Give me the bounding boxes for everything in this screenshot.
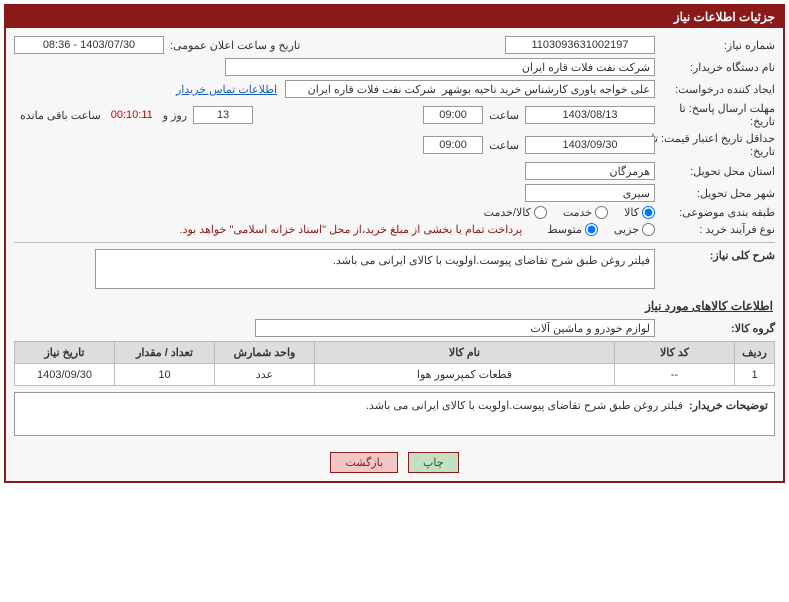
th-row: ردیف — [735, 342, 775, 364]
items-section-title: اطلاعات کالاهای مورد نیاز — [14, 293, 775, 319]
back-button[interactable]: بازگشت — [330, 452, 398, 473]
general-desc-field[interactable] — [95, 249, 655, 289]
province-field[interactable] — [525, 162, 655, 180]
main-panel: جزئیات اطلاعات نیاز شماره نیاز: تاریخ و … — [4, 4, 785, 483]
form-content: شماره نیاز: تاریخ و ساعت اعلان عمومی: نا… — [6, 28, 783, 444]
th-unit: واحد شمارش — [215, 342, 315, 364]
subject-cat-radios: کالا خدمت کالا/خدمت — [474, 206, 655, 219]
goods-group-label: گروه کالا: — [655, 322, 775, 335]
cell-row: 1 — [735, 364, 775, 386]
payment-note: پرداخت تمام یا بخشی از مبلغ خرید،از محل … — [180, 223, 538, 236]
remaining-label: ساعت باقی مانده — [14, 109, 107, 122]
subject-cat-label: طبقه بندی موضوعی: — [655, 206, 775, 219]
buyer-contact-link[interactable]: اطلاعات تماس خریدار — [176, 83, 285, 96]
buyer-notes-value: فیلتر روغن طبق شرح تقاضای پیوست.اولویت ب… — [366, 399, 683, 412]
radio-both[interactable]: کالا/خدمت — [474, 206, 547, 219]
table-row: 1 -- قطعات کمپرسور هوا عدد 10 1403/09/30 — [15, 364, 775, 386]
radio-minor[interactable]: جزیی — [604, 223, 655, 236]
announce-datetime-field[interactable] — [14, 36, 164, 54]
radio-goods[interactable]: کالا — [614, 206, 655, 219]
row-deadline: مهلت ارسال پاسخ: تا تاریخ: ساعت روز و 00… — [14, 102, 775, 128]
requester-field[interactable] — [285, 80, 655, 98]
validity-time-field[interactable] — [423, 136, 483, 154]
deadline-label: مهلت ارسال پاسخ: تا تاریخ: — [655, 102, 775, 128]
validity-time-label: ساعت — [483, 139, 525, 152]
city-field[interactable] — [525, 184, 655, 202]
row-subject-cat: طبقه بندی موضوعی: کالا خدمت کالا/خدمت — [14, 206, 775, 219]
cell-code: -- — [615, 364, 735, 386]
row-requester: ایجاد کننده درخواست: اطلاعات تماس خریدار — [14, 80, 775, 98]
row-province: استان محل تحویل: — [14, 162, 775, 180]
purchase-type-label: نوع فرآیند خرید : — [655, 223, 775, 236]
radio-service-input[interactable] — [595, 206, 608, 219]
deadline-time-field[interactable] — [423, 106, 483, 124]
th-date: تاریخ نیاز — [15, 342, 115, 364]
announce-datetime-label: تاریخ و ساعت اعلان عمومی: — [164, 39, 306, 52]
row-validity: حداقل تاریخ اعتبار قیمت: تا تاریخ: ساعت — [14, 132, 775, 158]
table-header-row: ردیف کد کالا نام کالا واحد شمارش تعداد /… — [15, 342, 775, 364]
th-name: نام کالا — [315, 342, 615, 364]
days-unit: روز و — [157, 109, 193, 122]
row-buyer-org: نام دستگاه خریدار: — [14, 58, 775, 76]
row-purchase-type: نوع فرآیند خرید : جزیی متوسط پرداخت تمام… — [14, 223, 775, 236]
cell-date: 1403/09/30 — [15, 364, 115, 386]
th-qty: تعداد / مقدار — [115, 342, 215, 364]
radio-service[interactable]: خدمت — [553, 206, 608, 219]
remaining-days-field[interactable] — [193, 106, 253, 124]
goods-group-field[interactable] — [255, 319, 655, 337]
remaining-countdown: 00:10:11 — [107, 109, 157, 121]
row-city: شهر محل تحویل: — [14, 184, 775, 202]
buyer-org-field[interactable] — [225, 58, 655, 76]
row-need-number: شماره نیاز: تاریخ و ساعت اعلان عمومی: — [14, 36, 775, 54]
print-button[interactable]: چاپ — [408, 452, 459, 473]
requester-label: ایجاد کننده درخواست: — [655, 83, 775, 96]
province-label: استان محل تحویل: — [655, 165, 775, 178]
buyer-notes-label: توضیحات خریدار: — [683, 399, 768, 412]
th-code: کد کالا — [615, 342, 735, 364]
need-number-field[interactable] — [505, 36, 655, 54]
radio-both-input[interactable] — [534, 206, 547, 219]
items-table: ردیف کد کالا نام کالا واحد شمارش تعداد /… — [14, 341, 775, 386]
button-bar: چاپ بازگشت — [6, 444, 783, 481]
radio-medium[interactable]: متوسط — [537, 223, 598, 236]
radio-minor-input[interactable] — [642, 223, 655, 236]
general-desc-label: شرح کلی نیاز: — [655, 249, 775, 262]
deadline-date-field[interactable] — [525, 106, 655, 124]
panel-header: جزئیات اطلاعات نیاز — [6, 6, 783, 28]
city-label: شهر محل تحویل: — [655, 187, 775, 200]
cell-qty: 10 — [115, 364, 215, 386]
cell-name: قطعات کمپرسور هوا — [315, 364, 615, 386]
buyer-org-label: نام دستگاه خریدار: — [655, 61, 775, 74]
deadline-time-label: ساعت — [483, 109, 525, 122]
validity-date-field[interactable] — [525, 136, 655, 154]
row-general-desc: شرح کلی نیاز: — [14, 249, 775, 289]
cell-unit: عدد — [215, 364, 315, 386]
panel-title: جزئیات اطلاعات نیاز — [674, 10, 775, 24]
buyer-notes-box: توضیحات خریدار: فیلتر روغن طبق شرح تقاضا… — [14, 392, 775, 436]
purchase-type-radios: جزیی متوسط — [537, 223, 655, 236]
radio-medium-input[interactable] — [585, 223, 598, 236]
divider-1 — [14, 242, 775, 243]
radio-goods-input[interactable] — [642, 206, 655, 219]
row-goods-group: گروه کالا: — [14, 319, 775, 337]
need-number-label: شماره نیاز: — [655, 39, 775, 52]
